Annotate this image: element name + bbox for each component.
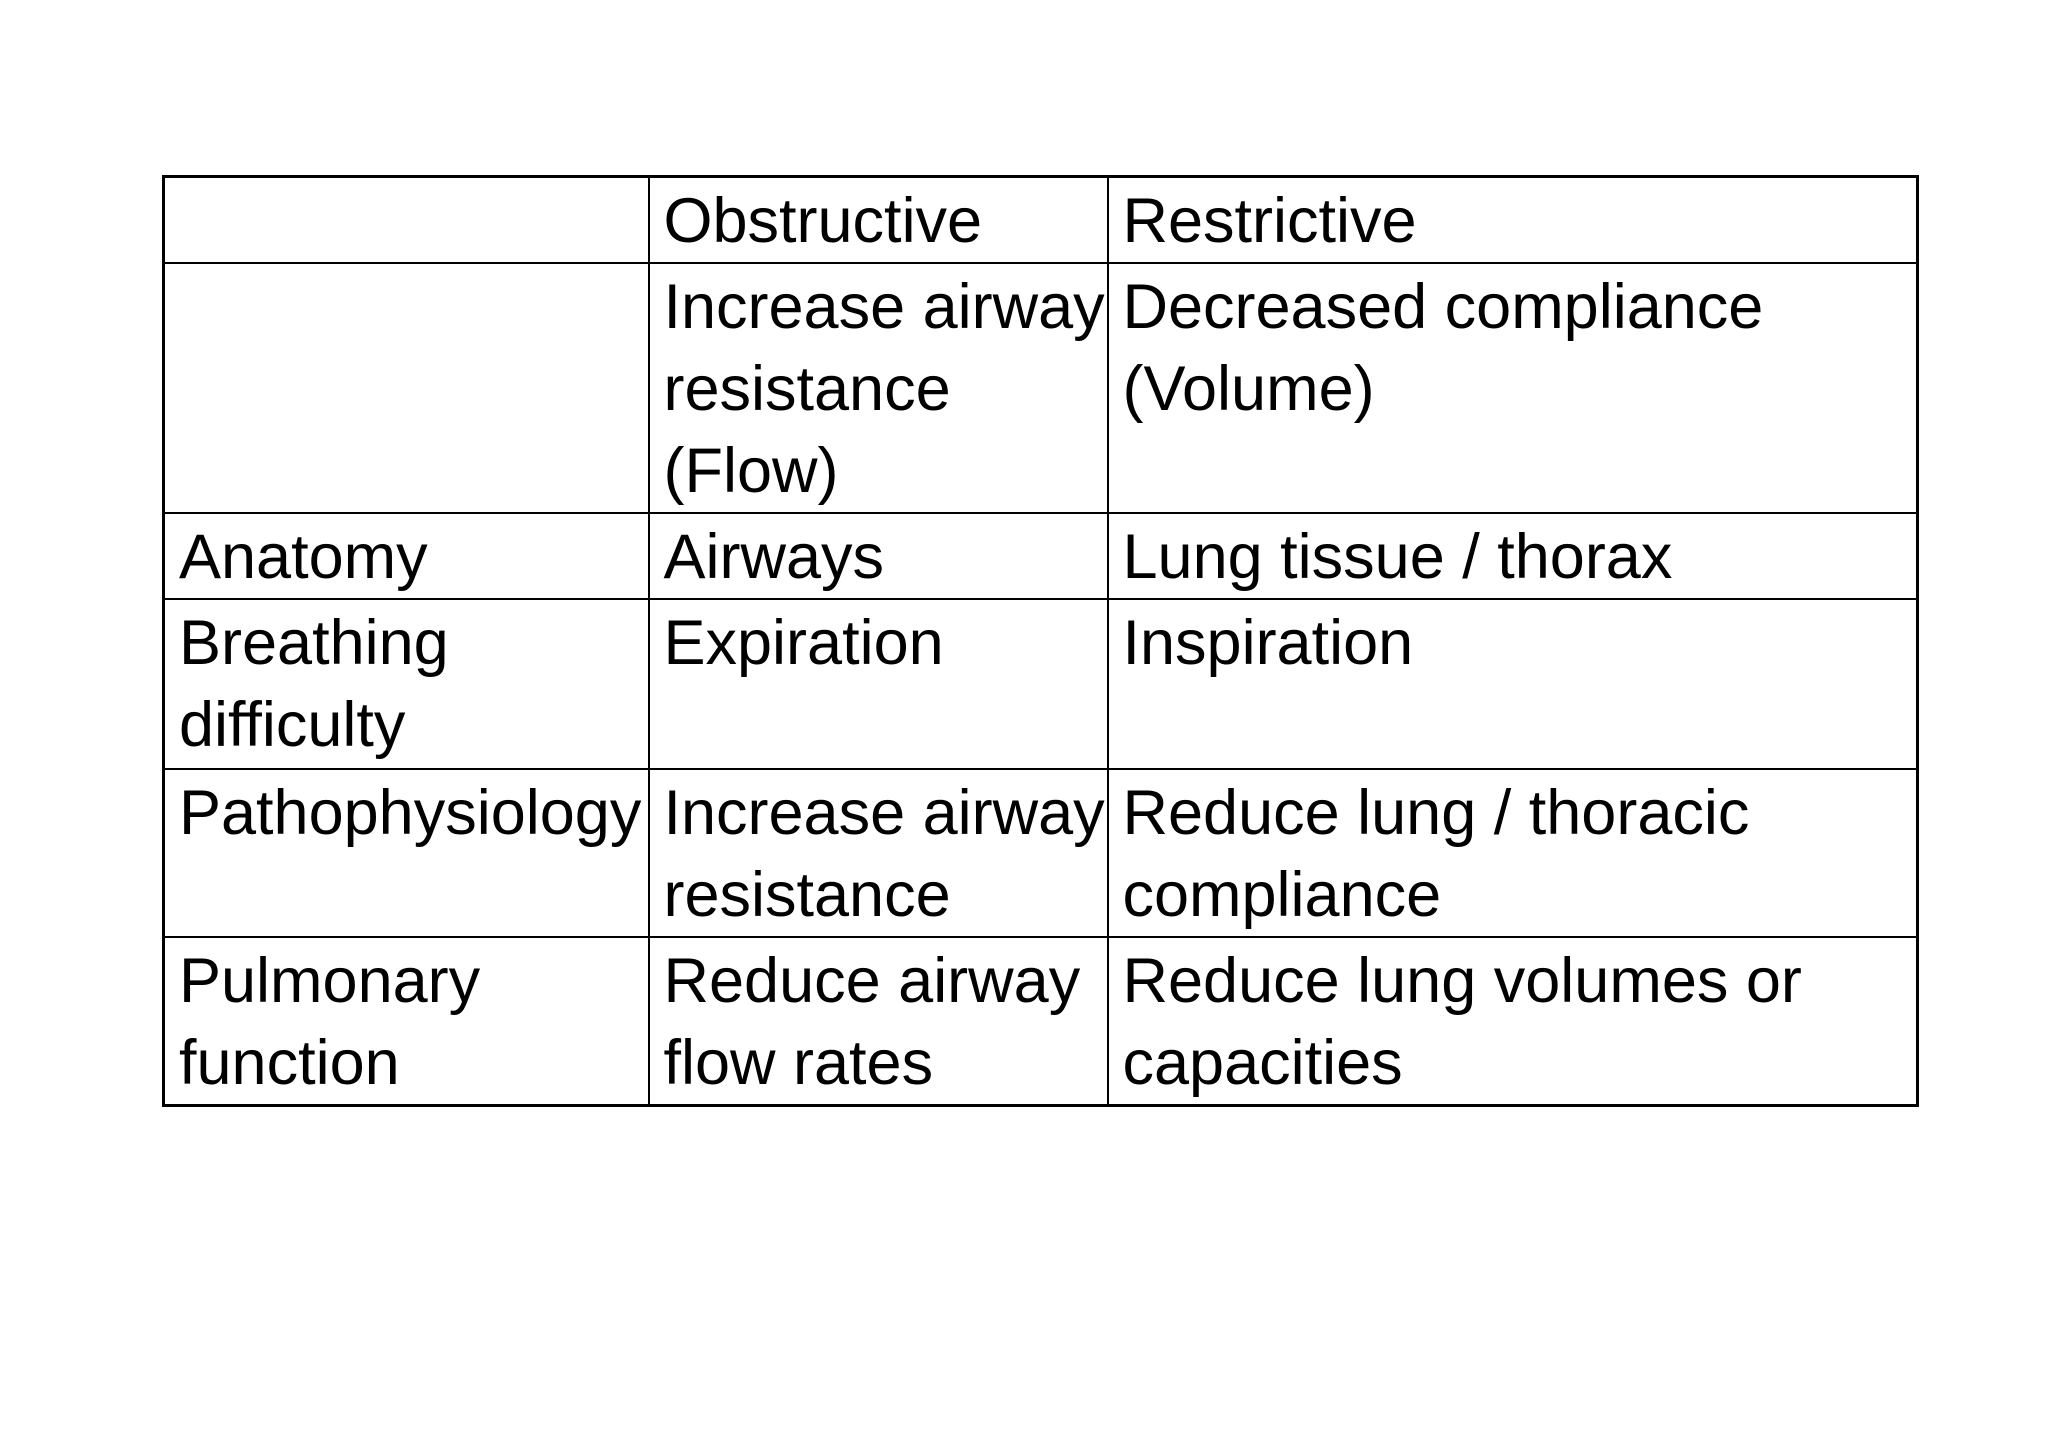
row-label-cell [162,262,650,514]
table-row-anatomy: Anatomy Airways Lung tissue / thorax [162,512,1919,600]
table-row-pathophysiology: Pathophysiology Increase airway resistan… [162,768,1919,938]
restrictive-breathing-cell: Inspiration [1106,598,1919,770]
row-label-cell: Anatomy [162,512,650,600]
table-row-definition: Increase airway resistance (Flow) Decrea… [162,262,1919,514]
restrictive-pulmonary-cell: Reduce lung volumes or capacities [1106,936,1919,1107]
obstructive-breathing-cell: Expiration [647,598,1109,770]
header-cell-empty [162,175,650,264]
restrictive-anatomy-cell: Lung tissue / thorax [1106,512,1919,600]
obstructive-pulmonary-cell: Reduce airway flow rates [647,936,1109,1107]
obstructive-anatomy-cell: Airways [647,512,1109,600]
obstructive-pathophysiology-cell: Increase airway resistance [647,768,1109,938]
obstructive-restrictive-comparison-table: Obstructive Restrictive Increase airway … [162,175,1919,1107]
restrictive-pathophysiology-cell: Reduce lung / thoracic compliance [1106,768,1919,938]
row-label-cell: Pathophysiology [162,768,650,938]
obstructive-definition-cell: Increase airway resistance (Flow) [647,262,1109,514]
row-label-cell: Breathing difficulty [162,598,650,770]
row-label-cell: Pulmonary function [162,936,650,1107]
header-cell-restrictive: Restrictive [1106,175,1919,264]
table-row-pulmonary-function: Pulmonary function Reduce airway flow ra… [162,936,1919,1107]
restrictive-definition-cell: Decreased compliance (Volume) [1106,262,1919,514]
header-cell-obstructive: Obstructive [647,175,1109,264]
table-header-row: Obstructive Restrictive [162,175,1919,264]
table-row-breathing-difficulty: Breathing difficulty Expiration Inspirat… [162,598,1919,770]
